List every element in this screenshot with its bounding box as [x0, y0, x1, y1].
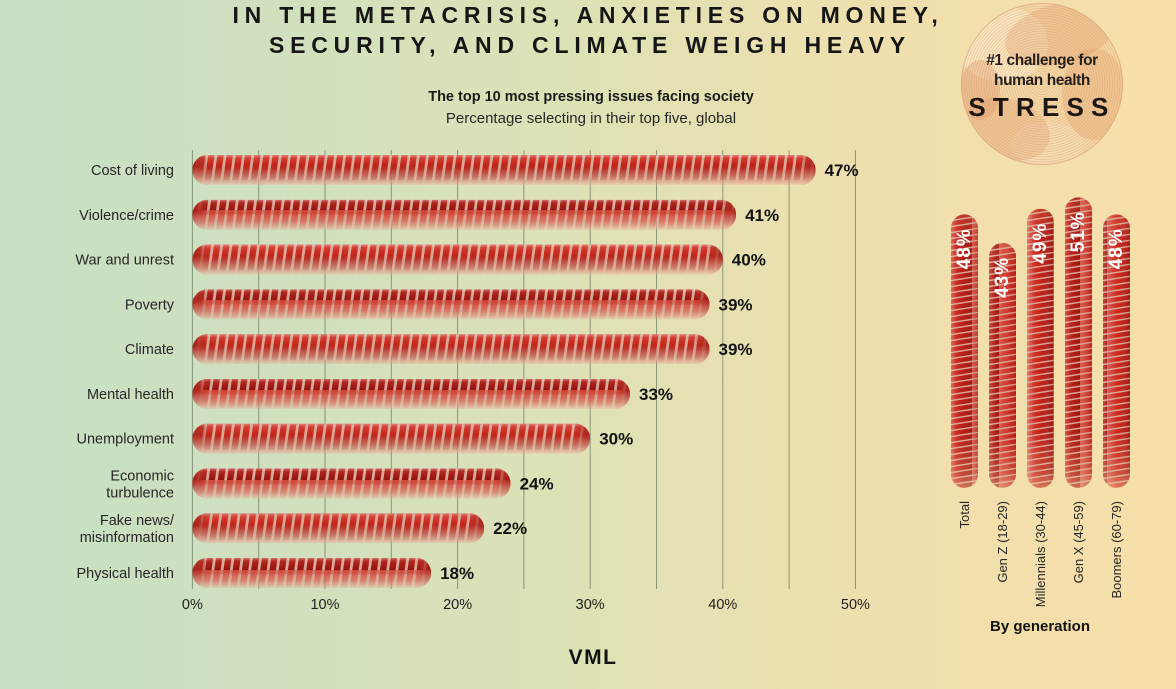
- svg-text:Physical health: Physical health: [76, 566, 174, 582]
- svg-text:#1 challenge for: #1 challenge for: [986, 52, 1098, 69]
- svg-text:43%: 43%: [992, 257, 1013, 298]
- svg-text:47%: 47%: [825, 161, 859, 180]
- svg-text:Cost of living: Cost of living: [91, 163, 174, 179]
- svg-text:Gen Z (18-29): Gen Z (18-29): [995, 501, 1010, 583]
- svg-text:20%: 20%: [443, 597, 472, 613]
- svg-text:0%: 0%: [182, 597, 203, 613]
- svg-text:48%: 48%: [954, 228, 975, 269]
- svg-text:IN THE METACRISIS, ANXIETIES O: IN THE METACRISIS, ANXIETIES ON MONEY,: [232, 2, 943, 28]
- svg-text:48%: 48%: [1106, 228, 1127, 269]
- svg-text:39%: 39%: [719, 295, 753, 314]
- svg-text:40%: 40%: [732, 251, 766, 270]
- svg-text:Unemployment: Unemployment: [76, 432, 174, 448]
- svg-text:39%: 39%: [719, 340, 753, 359]
- svg-text:24%: 24%: [520, 474, 554, 493]
- svg-text:STRESS: STRESS: [968, 92, 1115, 122]
- svg-text:misinformation: misinformation: [80, 530, 174, 546]
- svg-text:33%: 33%: [639, 385, 673, 404]
- svg-text:22%: 22%: [493, 519, 527, 538]
- svg-text:By generation: By generation: [990, 618, 1090, 635]
- svg-text:40%: 40%: [708, 597, 737, 613]
- svg-text:49%: 49%: [1030, 223, 1051, 264]
- svg-text:51%: 51%: [1068, 211, 1089, 252]
- svg-text:41%: 41%: [745, 206, 779, 225]
- svg-text:Percentage selecting in their: Percentage selecting in their top five, …: [446, 110, 736, 127]
- svg-text:Violence/crime: Violence/crime: [79, 208, 174, 224]
- svg-text:Poverty: Poverty: [125, 297, 175, 313]
- svg-text:Climate: Climate: [125, 342, 174, 358]
- svg-text:SECURITY, AND CLIMATE WEIGH HE: SECURITY, AND CLIMATE WEIGH HEAVY: [269, 32, 911, 58]
- svg-text:30%: 30%: [599, 430, 633, 449]
- svg-text:Gen X (45-59): Gen X (45-59): [1071, 501, 1086, 583]
- svg-text:Mental health: Mental health: [87, 387, 174, 403]
- svg-text:Millennials (30-44): Millennials (30-44): [1033, 501, 1048, 607]
- svg-text:human health: human health: [994, 72, 1090, 89]
- svg-text:Economic: Economic: [110, 468, 174, 484]
- svg-text:War and unrest: War and unrest: [75, 253, 174, 269]
- svg-text:18%: 18%: [440, 564, 474, 583]
- svg-text:10%: 10%: [310, 597, 339, 613]
- svg-text:The top 10 most pressing issue: The top 10 most pressing issues facing s…: [428, 89, 754, 105]
- svg-text:turbulence: turbulence: [106, 485, 174, 501]
- svg-text:Boomers (60-79): Boomers (60-79): [1109, 501, 1124, 599]
- svg-text:Fake news/: Fake news/: [100, 513, 175, 529]
- svg-text:VML: VML: [569, 646, 618, 669]
- svg-text:50%: 50%: [841, 597, 870, 613]
- svg-text:Total: Total: [957, 501, 972, 529]
- svg-text:30%: 30%: [576, 597, 605, 613]
